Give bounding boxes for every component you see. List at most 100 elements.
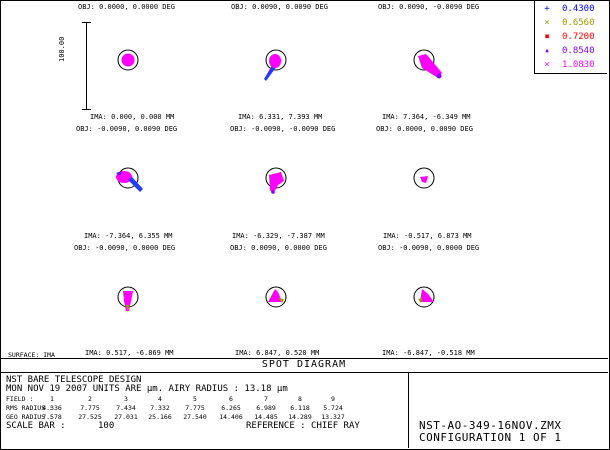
surface-label: SURFACE: IMA [8, 351, 55, 359]
field-7-obj-label: OBJ: -0.0090, 0.0000 DEG [74, 244, 176, 252]
field-row-label: FIELD : [6, 395, 34, 403]
legend-marker-1: + [544, 4, 550, 14]
field-3-ima-label: IMA: 7.364, -6.349 MM [382, 113, 471, 121]
legend-value-1: 0.4300 [562, 4, 595, 14]
table-cell-field-numbers-4: 4 [158, 395, 162, 403]
spot-5-tail-purple [271, 190, 275, 194]
spot-8-edge-olive [278, 298, 284, 303]
rms-row-label: RMS RADIUS : [6, 404, 53, 412]
spot-2-airy-disk [265, 49, 287, 71]
field-8-obj-label: OBJ: 0.0090, 0.0000 DEG [230, 244, 327, 252]
design-name: NST BARE TELESCOPE DESIGN [6, 375, 142, 385]
field-6-ima-label: IMA: -0.517, 6.873 MM [383, 232, 472, 240]
field-4-obj-label: OBJ: -0.0090, 0.0090 DEG [76, 125, 178, 133]
legend-marker-5: × [544, 60, 550, 70]
spot-4-tail-blue [128, 177, 143, 192]
scale-bar-bottom-tick [82, 109, 91, 110]
spot-3-tail-purple [436, 73, 442, 79]
field-2-obj-label: OBJ: 0.0090, 0.0090 DEG [231, 3, 328, 11]
title-strip-bottom-rule [0, 372, 608, 373]
spot-9-edge-olive [418, 298, 422, 303]
spot-2-tail-blue [264, 64, 277, 81]
table-cell-rms-values-5: 7.775 [185, 404, 205, 412]
table-cell-rms-values-3: 7.434 [116, 404, 136, 412]
legend-entry-2: × 0.6560 [535, 16, 607, 30]
scale-bar-label: 100.00 [58, 36, 66, 62]
spot-5-ray-cloud [269, 172, 284, 194]
legend-value-2: 0.6560 [562, 18, 595, 28]
table-cell-geo-values-3: 27.031 [114, 413, 138, 421]
legend-entry-3: ■ 0.7200 [535, 30, 607, 44]
spot-1-airy-disk [117, 49, 139, 71]
table-cell-rms-values-8: 6.118 [290, 404, 310, 412]
spot-2-ray-cloud [269, 54, 281, 68]
legend-value-3: 0.7200 [562, 32, 595, 42]
scale-bar [86, 22, 87, 110]
field-2-ima-label: IMA: 6.331, 7.393 MM [238, 113, 323, 121]
spot-1-ray-cloud [121, 53, 135, 67]
reference-label: REFERENCE : CHIEF RAY [246, 421, 360, 431]
field-1-obj-label: OBJ: 0.0000, 0.0000 DEG [78, 3, 175, 11]
geo-row-label: GEO RADIUS : [6, 413, 53, 421]
configuration-label: CONFIGURATION 1 OF 1 [419, 431, 562, 444]
spot-6-airy-disk [413, 167, 435, 189]
spot-2-tail-purple [267, 66, 272, 74]
scale-row-label: SCALE BAR : [6, 421, 66, 431]
table-cell-geo-values-6: 14.406 [219, 413, 243, 421]
table-cell-geo-values-8: 14.289 [288, 413, 312, 421]
table-cell-geo-values-7: 14.485 [254, 413, 278, 421]
spot-8-ray-cloud [268, 289, 282, 302]
spot-3-ray-cloud [418, 54, 442, 78]
table-cell-field-numbers-2: 2 [88, 395, 92, 403]
date-units-airy: MON NOV 19 2007 UNITS ARE µm. AIRY RADIU… [6, 384, 288, 394]
field-4-ima-label: IMA: -7.364, 6.355 MM [84, 232, 173, 240]
table-cell-field-numbers-3: 3 [124, 395, 128, 403]
table-cell-field-numbers-9: 9 [331, 395, 335, 403]
field-5-ima-label: IMA: -6.329, -7.387 MM [232, 232, 325, 240]
spot-6-ray-cloud [420, 176, 428, 183]
table-cell-field-numbers-6: 6 [229, 395, 233, 403]
title-strip-top-rule [0, 358, 608, 359]
field-8-ima-label: IMA: 6.847, 0.520 MM [235, 349, 320, 357]
spot-8-airy-disk [265, 286, 287, 308]
legend-entry-4: ▲ 0.8540 [535, 44, 607, 58]
legend-value-4: 0.8540 [562, 46, 595, 56]
spot-9-airy-disk [413, 286, 435, 308]
wavelength-legend: + 0.4300 × 0.6560 ■ 0.7200 ▲ 0.8540 × 1.… [534, 1, 607, 74]
legend-entry-5: × 1.0830 [535, 58, 607, 72]
table-cell-rms-values-2: 7.775 [80, 404, 100, 412]
spot-7-ray-cloud [123, 291, 133, 311]
diagram-title: SPOT DIAGRAM [261, 359, 347, 370]
table-cell-geo-values-5: 27.540 [183, 413, 207, 421]
field-7-ima-label: IMA: 0.517, -6.869 MM [85, 349, 174, 357]
spot-7-edge-olive [126, 305, 129, 313]
field-9-obj-label: OBJ: -0.0090, 0.0000 DEG [378, 244, 480, 252]
table-cell-rms-values-7: 6.989 [256, 404, 276, 412]
file-info-box: NST-AO-349-16NOV.ZMX CONFIGURATION 1 OF … [408, 372, 609, 448]
field-6-obj-label: OBJ: 0.0000, 0.0090 DEG [376, 125, 473, 133]
table-cell-geo-values-1: 7.578 [42, 413, 62, 421]
field-1-ima-label: IMA: 0.000, 0.000 MM [90, 113, 175, 121]
spot-3-airy-disk [413, 49, 435, 71]
table-cell-rms-values-4: 7.332 [150, 404, 170, 412]
table-cell-geo-values-2: 27.525 [78, 413, 102, 421]
field-9-ima-label: IMA: -6.847, -0.518 MM [382, 349, 475, 357]
table-cell-geo-values-9: 13.327 [321, 413, 345, 421]
table-cell-rms-values-6: 6.265 [221, 404, 241, 412]
table-cell-rms-values-9: 5.724 [323, 404, 343, 412]
spot-9-ray-cloud [420, 289, 434, 302]
file-name: NST-AO-349-16NOV.ZMX [419, 419, 562, 432]
table-cell-geo-values-4: 25.166 [148, 413, 172, 421]
table-cell-field-numbers-1: 1 [50, 395, 54, 403]
table-cell-rms-values-1: 4.336 [42, 404, 62, 412]
table-cell-field-numbers-8: 8 [298, 395, 302, 403]
legend-marker-3: ■ [545, 33, 549, 40]
table-cell-field-numbers-5: 5 [193, 395, 197, 403]
legend-marker-2: × [544, 18, 550, 28]
scale-bar-top-tick [82, 22, 91, 23]
legend-value-5: 1.0830 [562, 60, 595, 70]
scale-bar-value: 100 [98, 421, 115, 431]
field-5-obj-label: OBJ: -0.0090, -0.0090 DEG [230, 125, 336, 133]
table-cell-field-numbers-7: 7 [264, 395, 268, 403]
